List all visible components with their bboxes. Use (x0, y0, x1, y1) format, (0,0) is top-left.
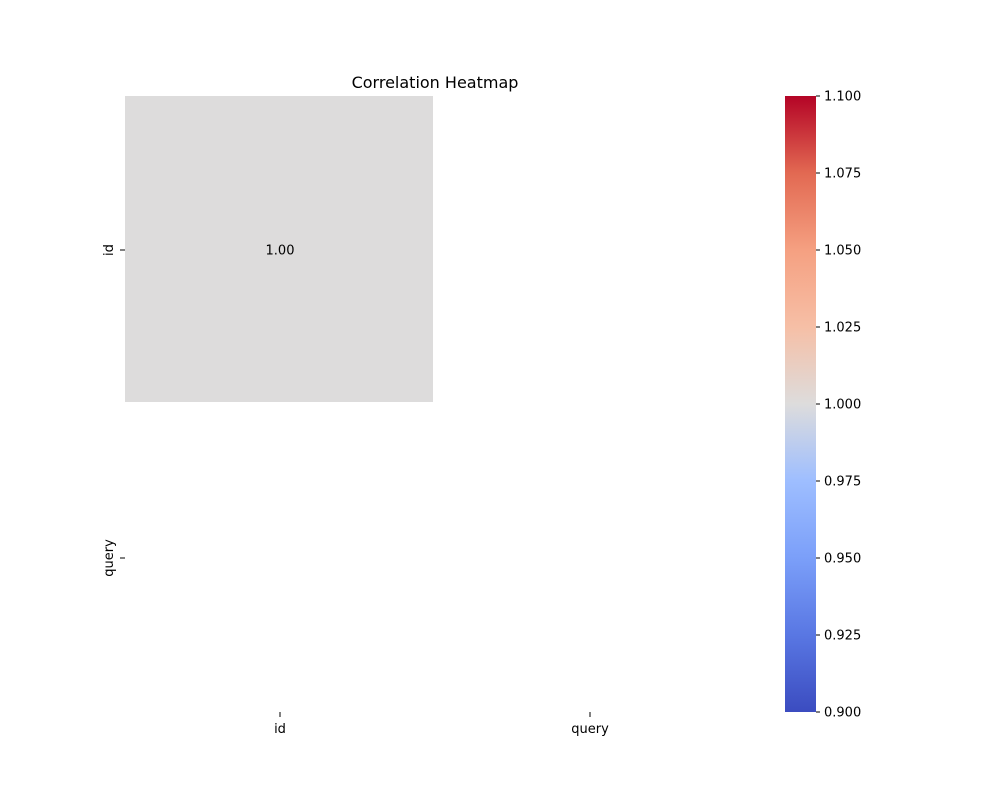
heatmap-cell-labels: 1.00 (266, 244, 295, 259)
colorbar (785, 96, 816, 712)
colorbar-tick-label: 1.000 (824, 398, 861, 413)
colorbar-tick-label: 0.975 (824, 475, 861, 490)
colorbar-tick-label: 1.100 (824, 90, 861, 105)
colorbar-tick-label: 0.950 (824, 552, 861, 567)
colorbar-tick-label: 1.025 (824, 321, 861, 336)
colorbar-gradient (785, 96, 816, 712)
x-tick-label-query: query (571, 722, 609, 737)
chart-title: Correlation Heatmap (352, 73, 519, 92)
x-axis: id query (274, 712, 609, 737)
colorbar-tick-label: 1.075 (824, 167, 861, 182)
y-tick-label-query: query (102, 539, 117, 577)
heatmap-cell-id-query (435, 96, 743, 402)
heatmap-cell-query-id (125, 404, 433, 710)
colorbar-ticks: 0.900 0.925 0.950 0.975 1.000 1.025 1.050 1.075… (816, 90, 861, 721)
heatmap-cell-id-id (125, 96, 433, 402)
heatmap-cell-label: 1.00 (266, 244, 295, 259)
colorbar-tick-label: 1.050 (824, 244, 861, 259)
heatmap-cell-query-query (435, 404, 743, 710)
colorbar-tick-label: 0.900 (824, 706, 861, 721)
x-tick-label-id: id (274, 722, 286, 737)
y-axis: id query (102, 244, 125, 577)
colorbar-tick-label: 0.925 (824, 629, 861, 644)
y-tick-label-id: id (102, 244, 117, 256)
heatmap-cells (125, 96, 743, 710)
